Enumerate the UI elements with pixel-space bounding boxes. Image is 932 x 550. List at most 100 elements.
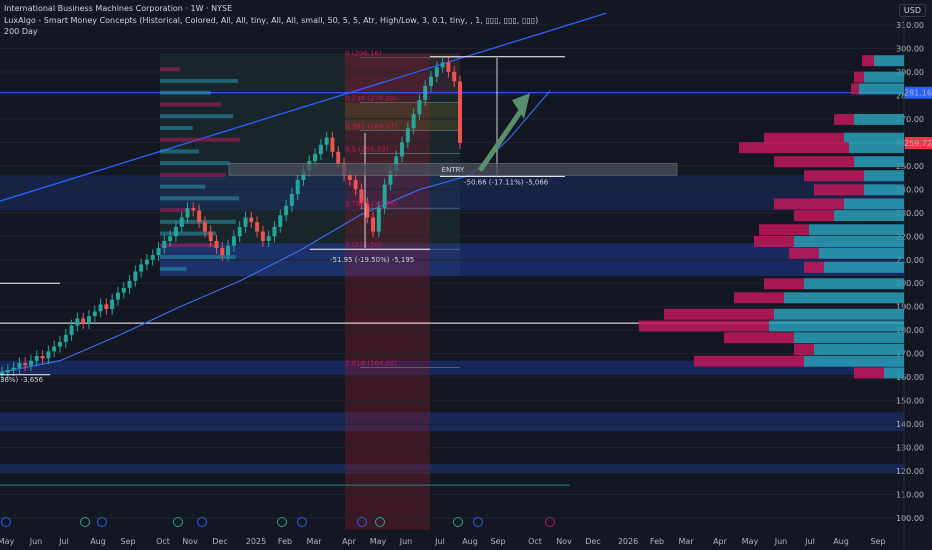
- event-marker[interactable]: [357, 517, 367, 527]
- candle-body[interactable]: [104, 304, 109, 310]
- candle-body[interactable]: [405, 128, 410, 143]
- candle-body[interactable]: [371, 217, 376, 232]
- candle-body[interactable]: [231, 236, 236, 246]
- candle-body[interactable]: [208, 231, 213, 241]
- candle-body[interactable]: [324, 137, 329, 145]
- candle-body[interactable]: [202, 222, 207, 232]
- event-marker[interactable]: [277, 517, 287, 527]
- event-marker[interactable]: [545, 517, 555, 527]
- candle-body[interactable]: [162, 240, 167, 249]
- candle-body[interactable]: [347, 175, 352, 180]
- candle-body[interactable]: [98, 304, 103, 312]
- candle-body[interactable]: [191, 208, 196, 211]
- candle-body[interactable]: [214, 240, 219, 249]
- candle-body[interactable]: [295, 179, 300, 195]
- event-marker[interactable]: [97, 517, 107, 527]
- candle-body[interactable]: [40, 356, 45, 359]
- candle-body[interactable]: [75, 318, 80, 326]
- price-tag[interactable]: [905, 86, 932, 99]
- event-marker[interactable]: [1, 517, 11, 527]
- candle-body[interactable]: [197, 210, 202, 223]
- candle-body[interactable]: [353, 179, 358, 190]
- candle-body[interactable]: [417, 100, 422, 115]
- projection-arrow: [477, 103, 528, 172]
- candle-body[interactable]: [23, 363, 28, 366]
- candle-body[interactable]: [260, 231, 265, 241]
- price-tag[interactable]: [905, 137, 932, 150]
- candle-body[interactable]: [434, 67, 439, 77]
- candle-body[interactable]: [318, 144, 323, 155]
- candle-body[interactable]: [46, 351, 51, 359]
- candle-body[interactable]: [266, 236, 271, 241]
- candle-body[interactable]: [168, 236, 173, 241]
- volume-profile-bar: [864, 184, 904, 196]
- candle-body[interactable]: [330, 137, 335, 152]
- candle-body[interactable]: [81, 318, 86, 324]
- candle-body[interactable]: [144, 259, 149, 265]
- event-marker[interactable]: [197, 517, 207, 527]
- candle-body[interactable]: [150, 255, 155, 260]
- candle-body[interactable]: [28, 360, 33, 366]
- candle-body[interactable]: [156, 248, 161, 256]
- x-tick-label: Mar: [678, 537, 694, 546]
- candle-body[interactable]: [388, 170, 393, 185]
- x-tick-label: Oct: [156, 537, 170, 546]
- candle-body[interactable]: [272, 226, 277, 237]
- event-marker[interactable]: [173, 517, 183, 527]
- candle-body[interactable]: [173, 226, 178, 237]
- candle-body[interactable]: [110, 299, 115, 310]
- candle-body[interactable]: [313, 154, 318, 162]
- candle-body[interactable]: [458, 81, 462, 144]
- candle-body[interactable]: [52, 346, 57, 352]
- candle-body[interactable]: [411, 114, 416, 129]
- candle-body[interactable]: [226, 245, 231, 256]
- candle-body[interactable]: [284, 205, 289, 216]
- candle-body[interactable]: [57, 341, 62, 347]
- candle-body[interactable]: [400, 142, 405, 157]
- candle-body[interactable]: [446, 62, 451, 72]
- candle-body[interactable]: [86, 316, 91, 324]
- candle-body[interactable]: [243, 217, 248, 227]
- candle-body[interactable]: [139, 264, 144, 272]
- candle-body[interactable]: [185, 208, 190, 218]
- candle-body[interactable]: [255, 222, 260, 232]
- fib-level-label: 0 (296.16): [345, 49, 382, 57]
- candle-body[interactable]: [359, 189, 364, 204]
- candle-body[interactable]: [92, 311, 97, 317]
- x-tick-label: Sep: [870, 537, 885, 546]
- candle-body[interactable]: [121, 287, 126, 293]
- candle-body[interactable]: [34, 356, 39, 361]
- candle-body[interactable]: [423, 86, 428, 101]
- candle-body[interactable]: [365, 203, 370, 218]
- event-marker[interactable]: [297, 517, 307, 527]
- candle-body[interactable]: [179, 217, 184, 227]
- event-marker[interactable]: [80, 517, 90, 527]
- currency-badge[interactable]: USD: [898, 4, 926, 17]
- candle-body[interactable]: [63, 334, 68, 342]
- candle-body[interactable]: [336, 151, 341, 164]
- entry-box[interactable]: [228, 163, 678, 176]
- candle-body[interactable]: [5, 370, 10, 373]
- event-marker[interactable]: [453, 517, 463, 527]
- candle-body[interactable]: [440, 62, 445, 68]
- candle-body[interactable]: [69, 325, 74, 335]
- candle-body[interactable]: [278, 215, 283, 227]
- candle-body[interactable]: [376, 208, 381, 232]
- candle-body[interactable]: [0, 372, 4, 375]
- candle-body[interactable]: [452, 71, 457, 82]
- event-marker[interactable]: [473, 517, 483, 527]
- candle-body[interactable]: [220, 248, 225, 256]
- candle-body[interactable]: [237, 226, 242, 237]
- chart-title: International Business Machines Corporat…: [4, 4, 233, 13]
- candle-body[interactable]: [115, 292, 120, 300]
- candle-body[interactable]: [249, 217, 254, 223]
- candle-body[interactable]: [289, 194, 294, 206]
- candle-body[interactable]: [17, 363, 22, 368]
- candle-body[interactable]: [127, 280, 132, 288]
- candle-body[interactable]: [133, 271, 138, 281]
- candle-body[interactable]: [11, 367, 16, 371]
- candle-body[interactable]: [429, 76, 434, 87]
- candle-body[interactable]: [382, 184, 387, 209]
- event-marker[interactable]: [375, 517, 385, 527]
